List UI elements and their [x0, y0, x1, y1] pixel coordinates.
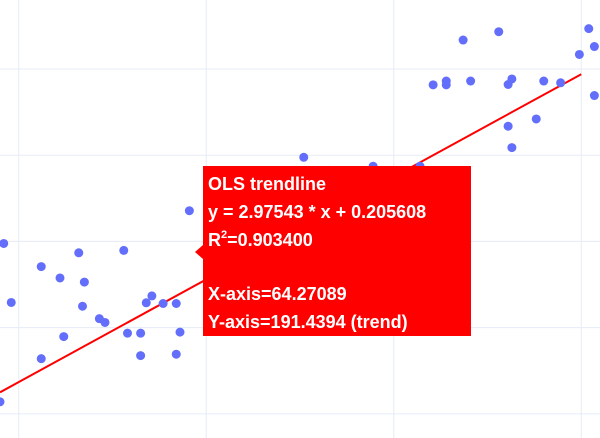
data-point-2[interactable] [6, 297, 16, 307]
tooltip-pointer [195, 245, 203, 259]
tooltip-box [203, 166, 471, 336]
data-point-38[interactable] [531, 114, 541, 124]
points-layer [0, 24, 599, 407]
data-point-37[interactable] [507, 143, 517, 153]
data-point-31[interactable] [458, 35, 468, 45]
data-point-13[interactable] [123, 328, 132, 338]
data-point-6[interactable] [59, 332, 69, 342]
data-point-3[interactable] [36, 262, 46, 272]
data-point-19[interactable] [171, 298, 181, 308]
tooltip-x-value: X-axis=64.27089 [208, 284, 347, 304]
data-point-44[interactable] [589, 42, 599, 52]
data-point-18[interactable] [158, 298, 168, 308]
data-point-30[interactable] [441, 76, 451, 86]
tooltip-r2: R2=0.903400 [208, 229, 313, 250]
data-point-20[interactable] [171, 349, 181, 359]
data-point-21[interactable] [175, 327, 185, 337]
data-point-22[interactable] [184, 206, 194, 216]
data-point-7[interactable] [74, 248, 84, 258]
tooltip-r2-exponent: 2 [221, 229, 227, 241]
data-point-12[interactable] [119, 245, 129, 255]
data-point-36[interactable] [503, 121, 513, 131]
data-point-42[interactable] [584, 24, 594, 34]
data-point-8[interactable] [79, 277, 89, 287]
data-point-14[interactable] [136, 328, 146, 338]
tooltip-y-value: Y-axis=191.4394 (trend) [208, 312, 408, 332]
data-point-43[interactable] [589, 91, 599, 101]
data-point-1[interactable] [0, 238, 9, 248]
data-point-4[interactable] [36, 354, 46, 364]
data-point-41[interactable] [574, 49, 584, 59]
data-point-15[interactable] [136, 351, 146, 361]
data-point-16[interactable] [141, 298, 151, 308]
data-point-33[interactable] [494, 27, 504, 37]
data-point-17[interactable] [147, 291, 157, 301]
data-point-11[interactable] [100, 317, 110, 327]
data-point-0[interactable] [0, 397, 5, 407]
tooltip-title: OLS trendline [208, 174, 326, 194]
tooltip-r2-label: R [208, 230, 221, 250]
tooltip-r2-value: =0.903400 [227, 230, 313, 250]
data-point-35[interactable] [507, 74, 517, 84]
data-point-5[interactable] [55, 273, 65, 283]
trendline-tooltip: OLS trendline y = 2.97543 * x + 0.205608… [195, 166, 471, 336]
data-point-39[interactable] [539, 76, 549, 86]
data-point-32[interactable] [466, 76, 476, 86]
data-point-23[interactable] [299, 152, 309, 162]
tooltip-equation: y = 2.97543 * x + 0.205608 [208, 202, 426, 222]
data-point-28[interactable] [428, 80, 438, 90]
data-point-9[interactable] [78, 301, 87, 311]
data-point-40[interactable] [556, 78, 566, 88]
